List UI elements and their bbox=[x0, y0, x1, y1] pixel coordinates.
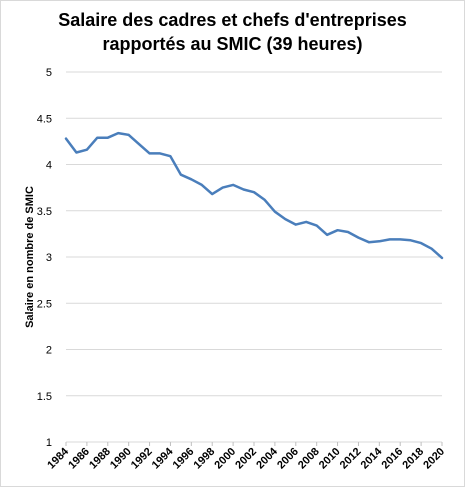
data-point bbox=[389, 238, 391, 241]
data-point bbox=[441, 257, 443, 259]
y-tick-label: 5 bbox=[46, 67, 52, 79]
data-point bbox=[107, 137, 109, 139]
x-tick-label: 2010 bbox=[317, 446, 343, 472]
data-point bbox=[378, 240, 380, 242]
x-tick-label: 2016 bbox=[380, 446, 406, 472]
y-tick-label: 1.5 bbox=[37, 391, 52, 403]
x-tick-label: 2014 bbox=[359, 445, 385, 471]
chart-title-line-1: Salaire des cadres et chefs d'entreprise… bbox=[58, 10, 407, 30]
data-point bbox=[263, 199, 266, 201]
chart-title: Salaire des cadres et chefs d'entreprise… bbox=[0, 8, 465, 56]
x-tick-label: 2018 bbox=[400, 446, 426, 472]
data-point bbox=[96, 137, 98, 139]
data-point bbox=[316, 224, 318, 227]
data-point bbox=[242, 188, 245, 191]
x-tick-label: 1990 bbox=[108, 446, 134, 472]
x-tick-label: 1994 bbox=[150, 445, 176, 471]
x-tick-label: 2012 bbox=[338, 446, 364, 472]
data-point bbox=[211, 193, 213, 195]
x-axis-ticks: 1984198619881990199219941996199820002002… bbox=[45, 442, 447, 471]
x-tick-label: 2004 bbox=[254, 445, 280, 471]
data-point bbox=[222, 187, 224, 189]
data-point bbox=[420, 242, 422, 244]
x-tick-label: 2020 bbox=[421, 446, 447, 472]
data-point bbox=[169, 155, 172, 157]
data-point bbox=[347, 231, 349, 233]
x-tick-label: 1988 bbox=[87, 446, 113, 472]
data-point bbox=[326, 234, 328, 236]
data-point bbox=[159, 152, 161, 154]
series-group bbox=[64, 131, 444, 260]
y-axis-label: Salaire en nombre de SMIC bbox=[24, 186, 36, 328]
data-point bbox=[128, 134, 130, 136]
data-point bbox=[410, 239, 412, 241]
data-point bbox=[357, 236, 360, 239]
y-tick-label: 3.5 bbox=[37, 206, 52, 218]
data-point bbox=[180, 174, 182, 176]
data-point bbox=[336, 229, 339, 231]
y-axis-ticks: 1 1.5 2 2.5 3 3.5 4 4.5 5 bbox=[37, 67, 52, 449]
data-point bbox=[295, 224, 297, 226]
data-point bbox=[253, 191, 255, 193]
x-tick-label: 2008 bbox=[296, 446, 322, 472]
x-tick-label: 2000 bbox=[212, 446, 238, 472]
chart-title-line-2: rapportés au SMIC (39 heures) bbox=[102, 34, 363, 54]
data-point bbox=[190, 178, 192, 180]
data-point bbox=[75, 151, 78, 154]
data-point bbox=[201, 184, 203, 186]
x-tick-label: 2006 bbox=[275, 446, 301, 472]
data-point bbox=[368, 241, 370, 243]
data-point bbox=[284, 218, 286, 220]
data-point bbox=[305, 221, 307, 223]
data-point bbox=[86, 149, 88, 151]
series-line bbox=[64, 131, 444, 260]
y-tick-label: 2.5 bbox=[37, 298, 52, 310]
y-tick-label: 1 bbox=[46, 437, 52, 449]
y-tick-label: 3 bbox=[46, 252, 52, 264]
data-point bbox=[274, 211, 276, 213]
x-tick-label: 1986 bbox=[66, 446, 92, 472]
x-tick-label: 1992 bbox=[129, 446, 155, 472]
x-tick-label: 1998 bbox=[192, 446, 218, 472]
y-tick-label: 4.5 bbox=[37, 113, 52, 125]
x-tick-label: 1996 bbox=[171, 446, 197, 472]
data-point bbox=[148, 152, 151, 154]
data-point bbox=[138, 143, 140, 145]
data-point bbox=[430, 248, 433, 250]
data-point bbox=[399, 238, 401, 241]
x-tick-label: 2002 bbox=[233, 446, 259, 472]
data-point bbox=[65, 138, 67, 140]
y-tick-label: 4 bbox=[46, 160, 52, 172]
data-point bbox=[117, 132, 119, 134]
data-point bbox=[232, 184, 234, 186]
y-tick-label: 2 bbox=[46, 345, 52, 357]
gridlines bbox=[66, 71, 442, 443]
